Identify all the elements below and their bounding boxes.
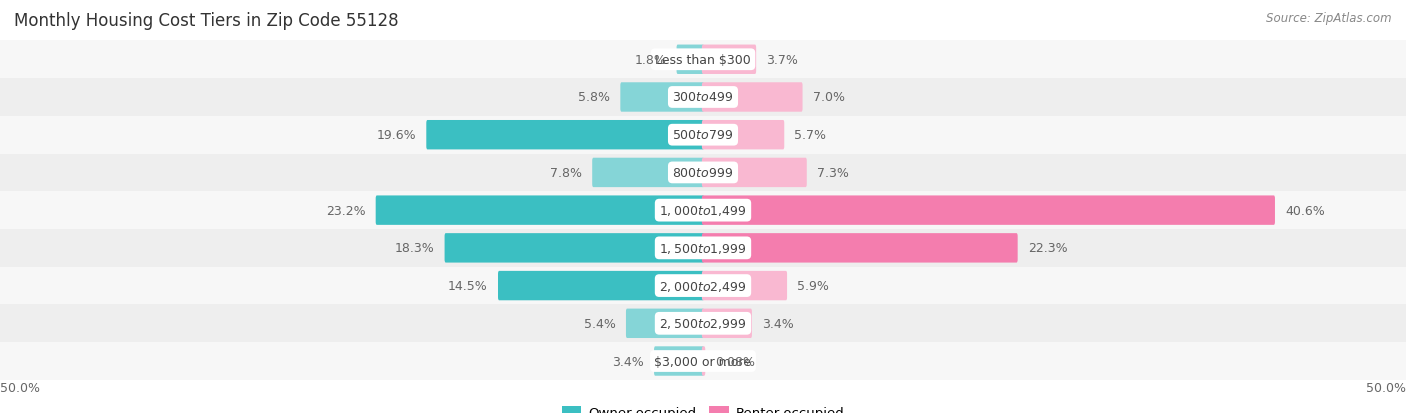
Text: 3.7%: 3.7% xyxy=(766,54,799,66)
Text: 14.5%: 14.5% xyxy=(449,280,488,292)
Legend: Owner-occupied, Renter-occupied: Owner-occupied, Renter-occupied xyxy=(557,401,849,413)
Text: $1,500 to $1,999: $1,500 to $1,999 xyxy=(659,241,747,255)
Text: 3.4%: 3.4% xyxy=(612,355,644,368)
Text: Source: ZipAtlas.com: Source: ZipAtlas.com xyxy=(1267,12,1392,25)
FancyBboxPatch shape xyxy=(702,347,706,376)
FancyBboxPatch shape xyxy=(702,309,752,338)
Text: 5.8%: 5.8% xyxy=(578,91,610,104)
FancyBboxPatch shape xyxy=(444,234,704,263)
FancyBboxPatch shape xyxy=(592,158,704,188)
FancyBboxPatch shape xyxy=(702,83,803,112)
FancyBboxPatch shape xyxy=(0,154,1406,192)
FancyBboxPatch shape xyxy=(702,271,787,301)
FancyBboxPatch shape xyxy=(0,305,1406,342)
Text: 1.8%: 1.8% xyxy=(634,54,666,66)
Text: $3,000 or more: $3,000 or more xyxy=(655,355,751,368)
FancyBboxPatch shape xyxy=(654,347,704,376)
FancyBboxPatch shape xyxy=(620,83,704,112)
Text: 40.6%: 40.6% xyxy=(1285,204,1324,217)
FancyBboxPatch shape xyxy=(702,234,1018,263)
FancyBboxPatch shape xyxy=(0,116,1406,154)
Text: 5.7%: 5.7% xyxy=(794,129,827,142)
FancyBboxPatch shape xyxy=(0,192,1406,230)
Text: 22.3%: 22.3% xyxy=(1028,242,1067,255)
Text: 50.0%: 50.0% xyxy=(1367,381,1406,394)
FancyBboxPatch shape xyxy=(0,41,1406,79)
Text: Less than $300: Less than $300 xyxy=(655,54,751,66)
Text: 50.0%: 50.0% xyxy=(0,381,39,394)
FancyBboxPatch shape xyxy=(676,45,704,75)
FancyBboxPatch shape xyxy=(375,196,704,225)
Text: Monthly Housing Cost Tiers in Zip Code 55128: Monthly Housing Cost Tiers in Zip Code 5… xyxy=(14,12,399,30)
Text: $300 to $499: $300 to $499 xyxy=(672,91,734,104)
Text: 23.2%: 23.2% xyxy=(326,204,366,217)
FancyBboxPatch shape xyxy=(0,342,1406,380)
FancyBboxPatch shape xyxy=(0,79,1406,116)
Text: 18.3%: 18.3% xyxy=(395,242,434,255)
FancyBboxPatch shape xyxy=(702,196,1275,225)
Text: $500 to $799: $500 to $799 xyxy=(672,129,734,142)
FancyBboxPatch shape xyxy=(702,121,785,150)
FancyBboxPatch shape xyxy=(498,271,704,301)
Text: $2,500 to $2,999: $2,500 to $2,999 xyxy=(659,316,747,330)
FancyBboxPatch shape xyxy=(626,309,704,338)
Text: 3.4%: 3.4% xyxy=(762,317,794,330)
FancyBboxPatch shape xyxy=(426,121,704,150)
Text: 5.4%: 5.4% xyxy=(583,317,616,330)
FancyBboxPatch shape xyxy=(702,45,756,75)
Text: $2,000 to $2,499: $2,000 to $2,499 xyxy=(659,279,747,293)
Text: 5.9%: 5.9% xyxy=(797,280,830,292)
FancyBboxPatch shape xyxy=(0,230,1406,267)
Text: 19.6%: 19.6% xyxy=(377,129,416,142)
Text: 7.0%: 7.0% xyxy=(813,91,845,104)
Text: $1,000 to $1,499: $1,000 to $1,499 xyxy=(659,204,747,218)
Text: 7.8%: 7.8% xyxy=(550,166,582,180)
FancyBboxPatch shape xyxy=(0,267,1406,305)
Text: $800 to $999: $800 to $999 xyxy=(672,166,734,180)
FancyBboxPatch shape xyxy=(702,158,807,188)
Text: 7.3%: 7.3% xyxy=(817,166,849,180)
Text: 0.08%: 0.08% xyxy=(716,355,755,368)
